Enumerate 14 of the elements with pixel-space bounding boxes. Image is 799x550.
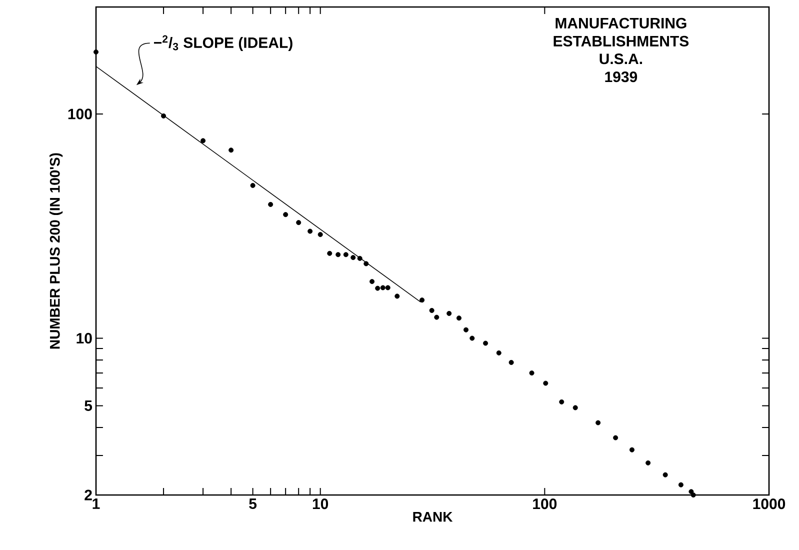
y-tick-label: 10: [76, 332, 92, 344]
text: MANUFACTURING ESTABLISHMENTS: [554, 18, 689, 46]
x-tick-label: 100: [533, 498, 557, 510]
x-tick-label: 10: [312, 498, 328, 510]
x-tick-label: 1: [92, 498, 100, 509]
y-tick-label: 100: [68, 108, 92, 120]
text: U.S.A. 1939: [600, 54, 642, 82]
y-tick-label: 2: [84, 490, 92, 500]
annotation: −$^{2}$/$_{3}$ SLOPE (IDEAL): [154, 35, 292, 51]
x-tick-label: 1000: [753, 498, 786, 510]
x-tick-label: 5: [249, 498, 257, 509]
y-axis-title: NUMBER PLUS 200 (IN 100'S): [50, 153, 63, 349]
y-tick-label: 5: [84, 400, 92, 411]
x-axis-title: RANK: [413, 512, 453, 522]
